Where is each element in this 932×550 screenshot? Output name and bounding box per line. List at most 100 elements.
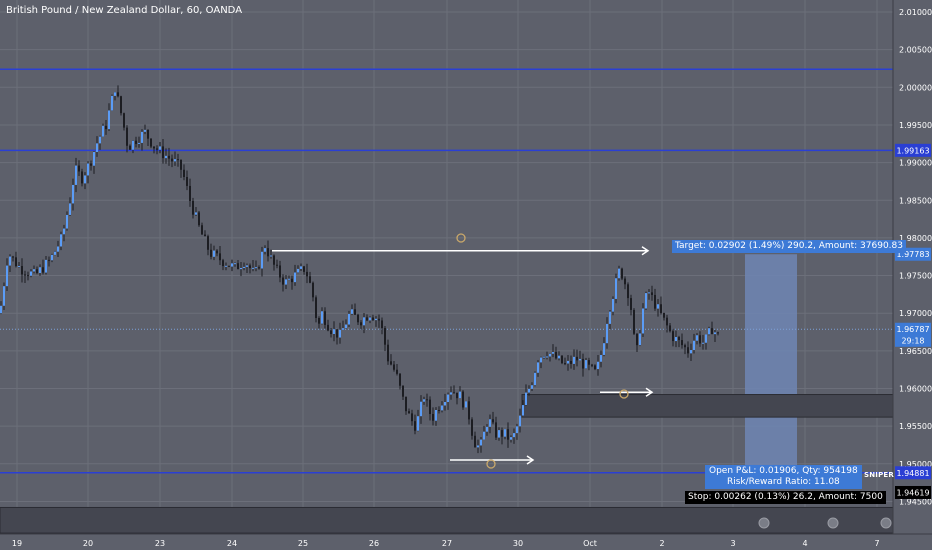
candle-body [63,228,65,235]
candle-body [195,212,197,215]
candle-body [600,354,602,362]
candle-body [303,266,305,272]
candle-body [417,416,419,431]
candle-body [483,431,485,440]
candle-body [60,234,62,247]
candle-body [51,254,53,261]
candle-body [72,184,74,204]
candle-body [84,175,86,184]
candle-body [609,311,611,324]
time-tick-label: 3 [730,539,735,548]
bitcoin-marker-icon [456,233,466,243]
time-tick-label: 25 [298,539,308,548]
candle-body [0,305,2,314]
candle-body [300,266,302,269]
candle-body [9,256,11,266]
price-tick-label: 1.94500 [899,497,932,506]
candle-body [522,405,524,416]
candle-body [153,146,155,149]
candle-body [519,415,521,427]
target-label: Target: 0.02902 (1.49%) 290.2, Amount: 3… [672,240,906,253]
candle-body [183,169,185,177]
candle-body [339,329,341,338]
candle-body [444,402,446,406]
candle-body [192,200,194,215]
time-tick-label: 26 [369,539,379,548]
candle-body [465,401,467,408]
candle-body [180,159,182,170]
candle-body [33,269,35,272]
time-tick-label: 19 [12,539,22,548]
candle-body [36,269,38,273]
pnl-box: Open P&L: 0.01906, Qty: 954198 Risk/Rewa… [705,465,862,489]
candle-body [537,362,539,373]
candle-body [714,332,716,335]
candle-body [678,337,680,341]
pnl-label: Open P&L: 0.01906, Qty: 954198 [709,466,858,476]
candle-body [264,248,266,252]
time-tick-label: 4 [802,539,807,548]
candle-body [474,435,476,448]
candle-body [690,350,692,354]
candle-body [567,360,569,364]
candle-body [144,129,146,132]
candle-body [342,328,344,330]
candle-body [384,328,386,345]
candle-body [78,165,80,172]
candle-body [675,337,677,342]
candle-body [345,324,347,329]
candle-body [633,309,635,334]
candle-body [363,317,365,326]
candle-body [642,308,644,334]
price-axis-bg [893,0,932,550]
candle-body [276,264,278,266]
price-tick-label: 2.01000 [899,8,932,17]
candle-body [561,355,563,364]
candle-body [414,421,416,431]
candle-body [18,266,20,268]
candle-body [177,159,179,161]
candle-body [453,392,455,394]
candle-body [498,430,500,438]
candle-body [261,251,263,269]
candle-body [255,267,257,269]
candle-body [240,267,242,270]
price-tick-label: 1.99000 [899,159,932,168]
candle-body [201,225,203,235]
candle-body [525,392,527,406]
candle-body [330,330,332,334]
candle-body [102,125,104,137]
price-tick-label: 1.98500 [899,196,932,205]
candle-body [189,185,191,201]
candle-body [582,358,584,369]
candle-body [705,334,707,343]
candle-body [48,259,50,261]
target-zone [745,254,797,473]
candle-body [648,292,650,294]
candle-body [351,309,353,314]
candle-body [693,340,695,351]
candle-body [150,138,152,147]
candle-body [639,333,641,346]
candle-body [699,335,701,344]
candle-body [57,246,59,252]
candle-body [231,263,233,267]
candle-body [165,155,167,159]
candle-body [459,391,461,399]
time-tick-label: 20 [83,539,93,548]
candle-body [348,313,350,325]
risk-reward-label: Risk/Reward Ratio: 11.08 [726,477,840,487]
candle-body [132,140,134,150]
candle-body [636,333,638,346]
candle-body [618,268,620,279]
candle-body [219,253,221,261]
candle-body [285,279,287,285]
bitcoin-marker-icon [486,459,496,469]
price-tick-label: 1.95000 [899,460,932,469]
candle-body [435,410,437,421]
candle-body [681,340,683,346]
candle-body [468,401,470,420]
candle-body [366,317,368,321]
candle-body [333,329,335,334]
